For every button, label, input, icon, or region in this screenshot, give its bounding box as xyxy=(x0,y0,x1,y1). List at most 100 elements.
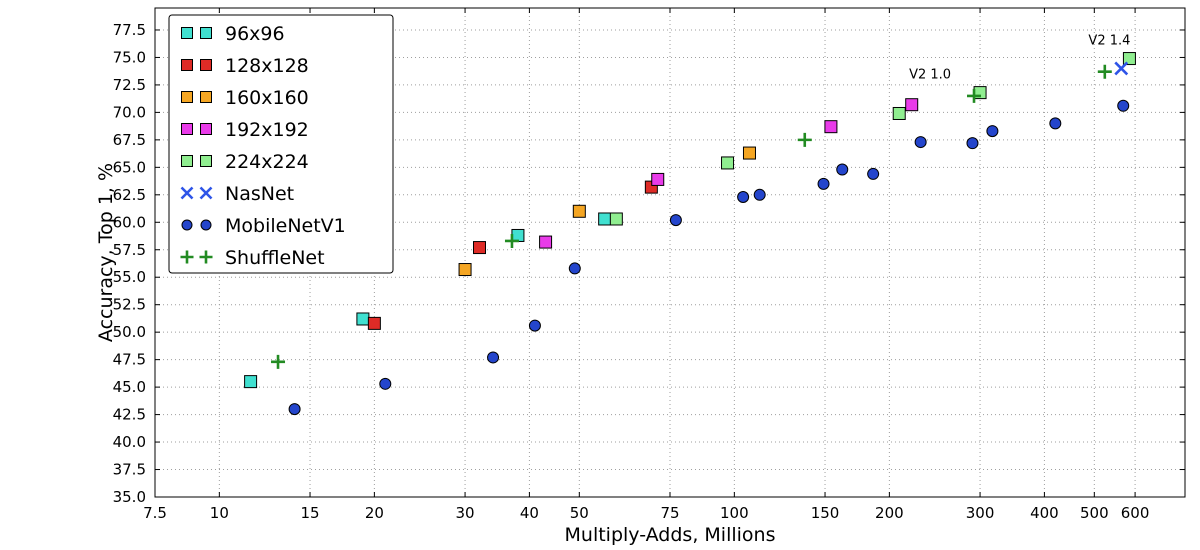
x-tick-label: 150 xyxy=(811,504,840,522)
legend-entry-192x192: 192x192 xyxy=(181,119,309,141)
x-tick-label: 600 xyxy=(1121,504,1150,522)
y-tick-label: 60.0 xyxy=(113,213,146,231)
legend-entry-224x224: 224x224 xyxy=(181,151,309,173)
y-tick-label: 67.5 xyxy=(113,131,146,149)
point-128x128 xyxy=(472,241,486,255)
y-tick-label: 45.0 xyxy=(113,378,146,396)
point-ShuffleNet xyxy=(967,88,982,103)
point-MobileNetV1 xyxy=(568,262,581,275)
legend-marker-plus-icon xyxy=(199,250,213,264)
legend-label: 96x96 xyxy=(225,23,285,45)
series-224x224 xyxy=(609,52,1136,226)
point-ShuffleNet xyxy=(1097,64,1112,79)
point-96x96 xyxy=(598,212,612,226)
point-ShuffleNet xyxy=(504,233,519,248)
y-tick-label: 57.5 xyxy=(113,241,146,259)
legend-marker-square-icon xyxy=(200,123,212,135)
y-tick-label: 50.0 xyxy=(113,323,146,341)
legend-marker-square-icon xyxy=(200,59,212,71)
point-MobileNetV1 xyxy=(528,319,541,332)
point-MobileNetV1 xyxy=(1049,117,1062,130)
legend-label: MobileNetV1 xyxy=(225,215,346,237)
y-tick-label: 37.5 xyxy=(113,461,146,479)
point-MobileNetV1 xyxy=(753,188,766,201)
x-axis-label: Multiply-Adds, Millions xyxy=(565,524,776,546)
annotation-v2-1.0: V2 1.0 xyxy=(909,68,951,83)
series-ShuffleNet xyxy=(271,64,1112,369)
y-tick-label: 55.0 xyxy=(113,268,146,286)
legend-entry-128x128: 128x128 xyxy=(181,55,309,77)
point-MobileNetV1 xyxy=(867,167,880,180)
y-axis: 35.0 37.5 40.0 42.5 45.0 47.5 50.0 52.5 55.0 57.5… xyxy=(113,21,1185,506)
point-224x224 xyxy=(721,156,735,170)
point-MobileNetV1 xyxy=(914,136,927,149)
point-192x192 xyxy=(651,172,665,186)
legend-marker-square-icon xyxy=(200,91,212,103)
y-tick-label: 35.0 xyxy=(113,488,146,506)
point-192x192 xyxy=(824,120,838,134)
legend-marker-x-icon xyxy=(199,186,213,200)
legend-marker-square-icon xyxy=(181,27,193,39)
y-tick-label: 72.5 xyxy=(113,76,146,94)
series-128x128 xyxy=(367,180,658,330)
point-224x224 xyxy=(892,106,906,120)
legend-marker-square-icon xyxy=(181,59,193,71)
legend: 96x96 128x128 160x160 192x192 224x224 NasNet M… xyxy=(168,14,394,274)
point-MobileNetV1 xyxy=(669,214,682,227)
point-224x224 xyxy=(1122,52,1136,66)
legend-entry-NasNet: NasNet xyxy=(180,183,294,205)
point-192x192 xyxy=(539,235,553,249)
series-MobileNetV1 xyxy=(288,99,1130,416)
x-tick-label: 400 xyxy=(1030,504,1059,522)
legend-box xyxy=(168,14,394,274)
point-ShuffleNet xyxy=(271,354,286,369)
x-tick-label: 75 xyxy=(660,504,679,522)
x-tick-label: 30 xyxy=(456,504,475,522)
x-axis: 7.5 10 15 20 30 40 50 75 100 150 200 300 400 500 600 xyxy=(143,8,1149,522)
point-MobileNetV1 xyxy=(379,377,392,390)
legend-label: NasNet xyxy=(225,183,294,205)
point-160x160 xyxy=(458,263,472,277)
x-tick-label: 7.5 xyxy=(143,504,167,522)
legend-marker-square-icon xyxy=(200,27,212,39)
legend-marker-square-icon xyxy=(181,155,193,167)
legend-marker-square-icon xyxy=(181,123,193,135)
point-MobileNetV1 xyxy=(966,137,979,150)
legend-marker-circle-icon xyxy=(181,219,193,231)
series-192x192 xyxy=(539,98,919,249)
point-MobileNetV1 xyxy=(1117,99,1130,112)
x-tick-label: 20 xyxy=(365,504,384,522)
x-tick-label: 50 xyxy=(570,504,589,522)
x-tick-label: 15 xyxy=(300,504,319,522)
point-MobileNetV1 xyxy=(288,403,301,416)
legend-entry-96x96: 96x96 xyxy=(181,23,285,45)
point-MobileNetV1 xyxy=(817,177,830,190)
point-160x160 xyxy=(572,204,586,218)
point-192x192 xyxy=(905,98,919,112)
y-tick-label: 70.0 xyxy=(113,103,146,121)
legend-marker-plus-icon xyxy=(180,250,194,264)
y-tick-label: 42.5 xyxy=(113,406,146,424)
legend-label: 224x224 xyxy=(225,151,309,173)
y-tick-label: 62.5 xyxy=(113,186,146,204)
point-96x96 xyxy=(244,375,258,389)
point-160x160 xyxy=(742,146,756,160)
legend-label: 160x160 xyxy=(225,87,309,109)
y-tick-label: 52.5 xyxy=(113,296,146,314)
series-NasNet xyxy=(1114,61,1129,76)
point-MobileNetV1 xyxy=(986,125,999,138)
y-tick-label: 75.0 xyxy=(113,48,146,66)
x-tick-label: 10 xyxy=(210,504,229,522)
point-MobileNetV1 xyxy=(737,191,750,204)
y-tick-label: 47.5 xyxy=(113,351,146,369)
legend-marker-square-icon xyxy=(200,155,212,167)
point-ShuffleNet xyxy=(797,132,812,147)
x-tick-label: 100 xyxy=(720,504,749,522)
legend-entry-ShuffleNet: ShuffleNet xyxy=(180,247,325,269)
legend-label: 192x192 xyxy=(225,119,309,141)
x-tick-label: 200 xyxy=(875,504,904,522)
point-NasNet xyxy=(1114,61,1129,76)
point-MobileNetV1 xyxy=(836,163,849,176)
legend-marker-x-icon xyxy=(180,186,194,200)
